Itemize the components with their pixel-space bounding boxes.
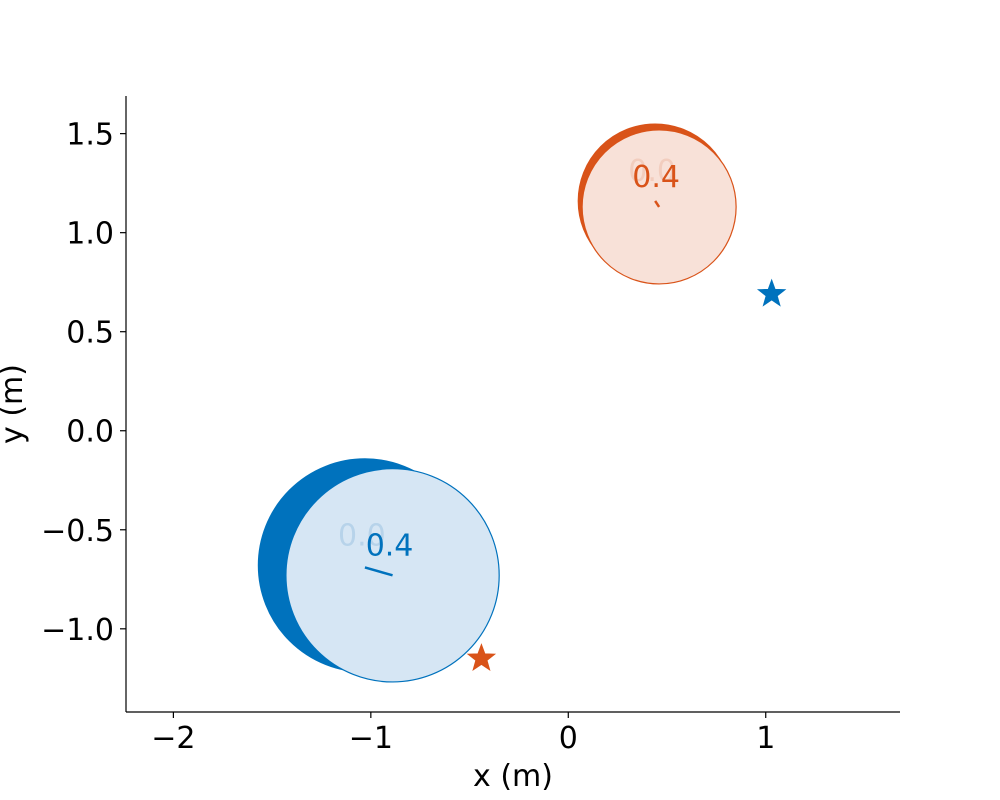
y-axis-label: y (m) [0, 364, 30, 444]
y-tick-label: 0.0 [66, 415, 114, 450]
agent-1-goal-star-icon [756, 278, 787, 307]
agent-1-time-label-t0.4: 0.4 [366, 528, 414, 563]
agent-circles [257, 123, 737, 683]
x-ticks: −2 −1 0 1 [151, 712, 775, 756]
axes: −2 −1 0 1 −1.0 −0.5 0.0 0.5 1.0 1.5 x (m) y (m) [0, 96, 900, 794]
agent-2-heading-t0.4 [654, 200, 661, 208]
agent-2-goal-star-icon [466, 643, 497, 672]
x-tick-label: −2 [151, 721, 195, 756]
x-tick-label: 0 [559, 721, 578, 756]
y-tick-label: −1.0 [41, 613, 114, 648]
y-tick-label: 1.5 [66, 118, 114, 153]
y-tick-label: −0.5 [41, 514, 114, 549]
x-axis-label: x (m) [473, 759, 553, 794]
agent-annotations: 0.00.40.00.4 [338, 154, 787, 672]
agents-layer: 0.00.40.00.4 [257, 123, 787, 683]
x-tick-label: 1 [756, 721, 775, 756]
agent-2-time-label-t0.4: 0.4 [632, 160, 680, 195]
y-tick-label: 0.5 [66, 316, 114, 351]
agent-1-time-label-t0.0: 0.0 [338, 518, 386, 553]
agent-1-heading-t0.4 [364, 566, 393, 577]
y-tick-label: 1.0 [66, 217, 114, 252]
y-ticks: −1.0 −0.5 0.0 0.5 1.0 1.5 [41, 118, 126, 648]
x-tick-label: −1 [349, 721, 393, 756]
agent-2-time-label-t0.0: 0.0 [628, 154, 676, 189]
